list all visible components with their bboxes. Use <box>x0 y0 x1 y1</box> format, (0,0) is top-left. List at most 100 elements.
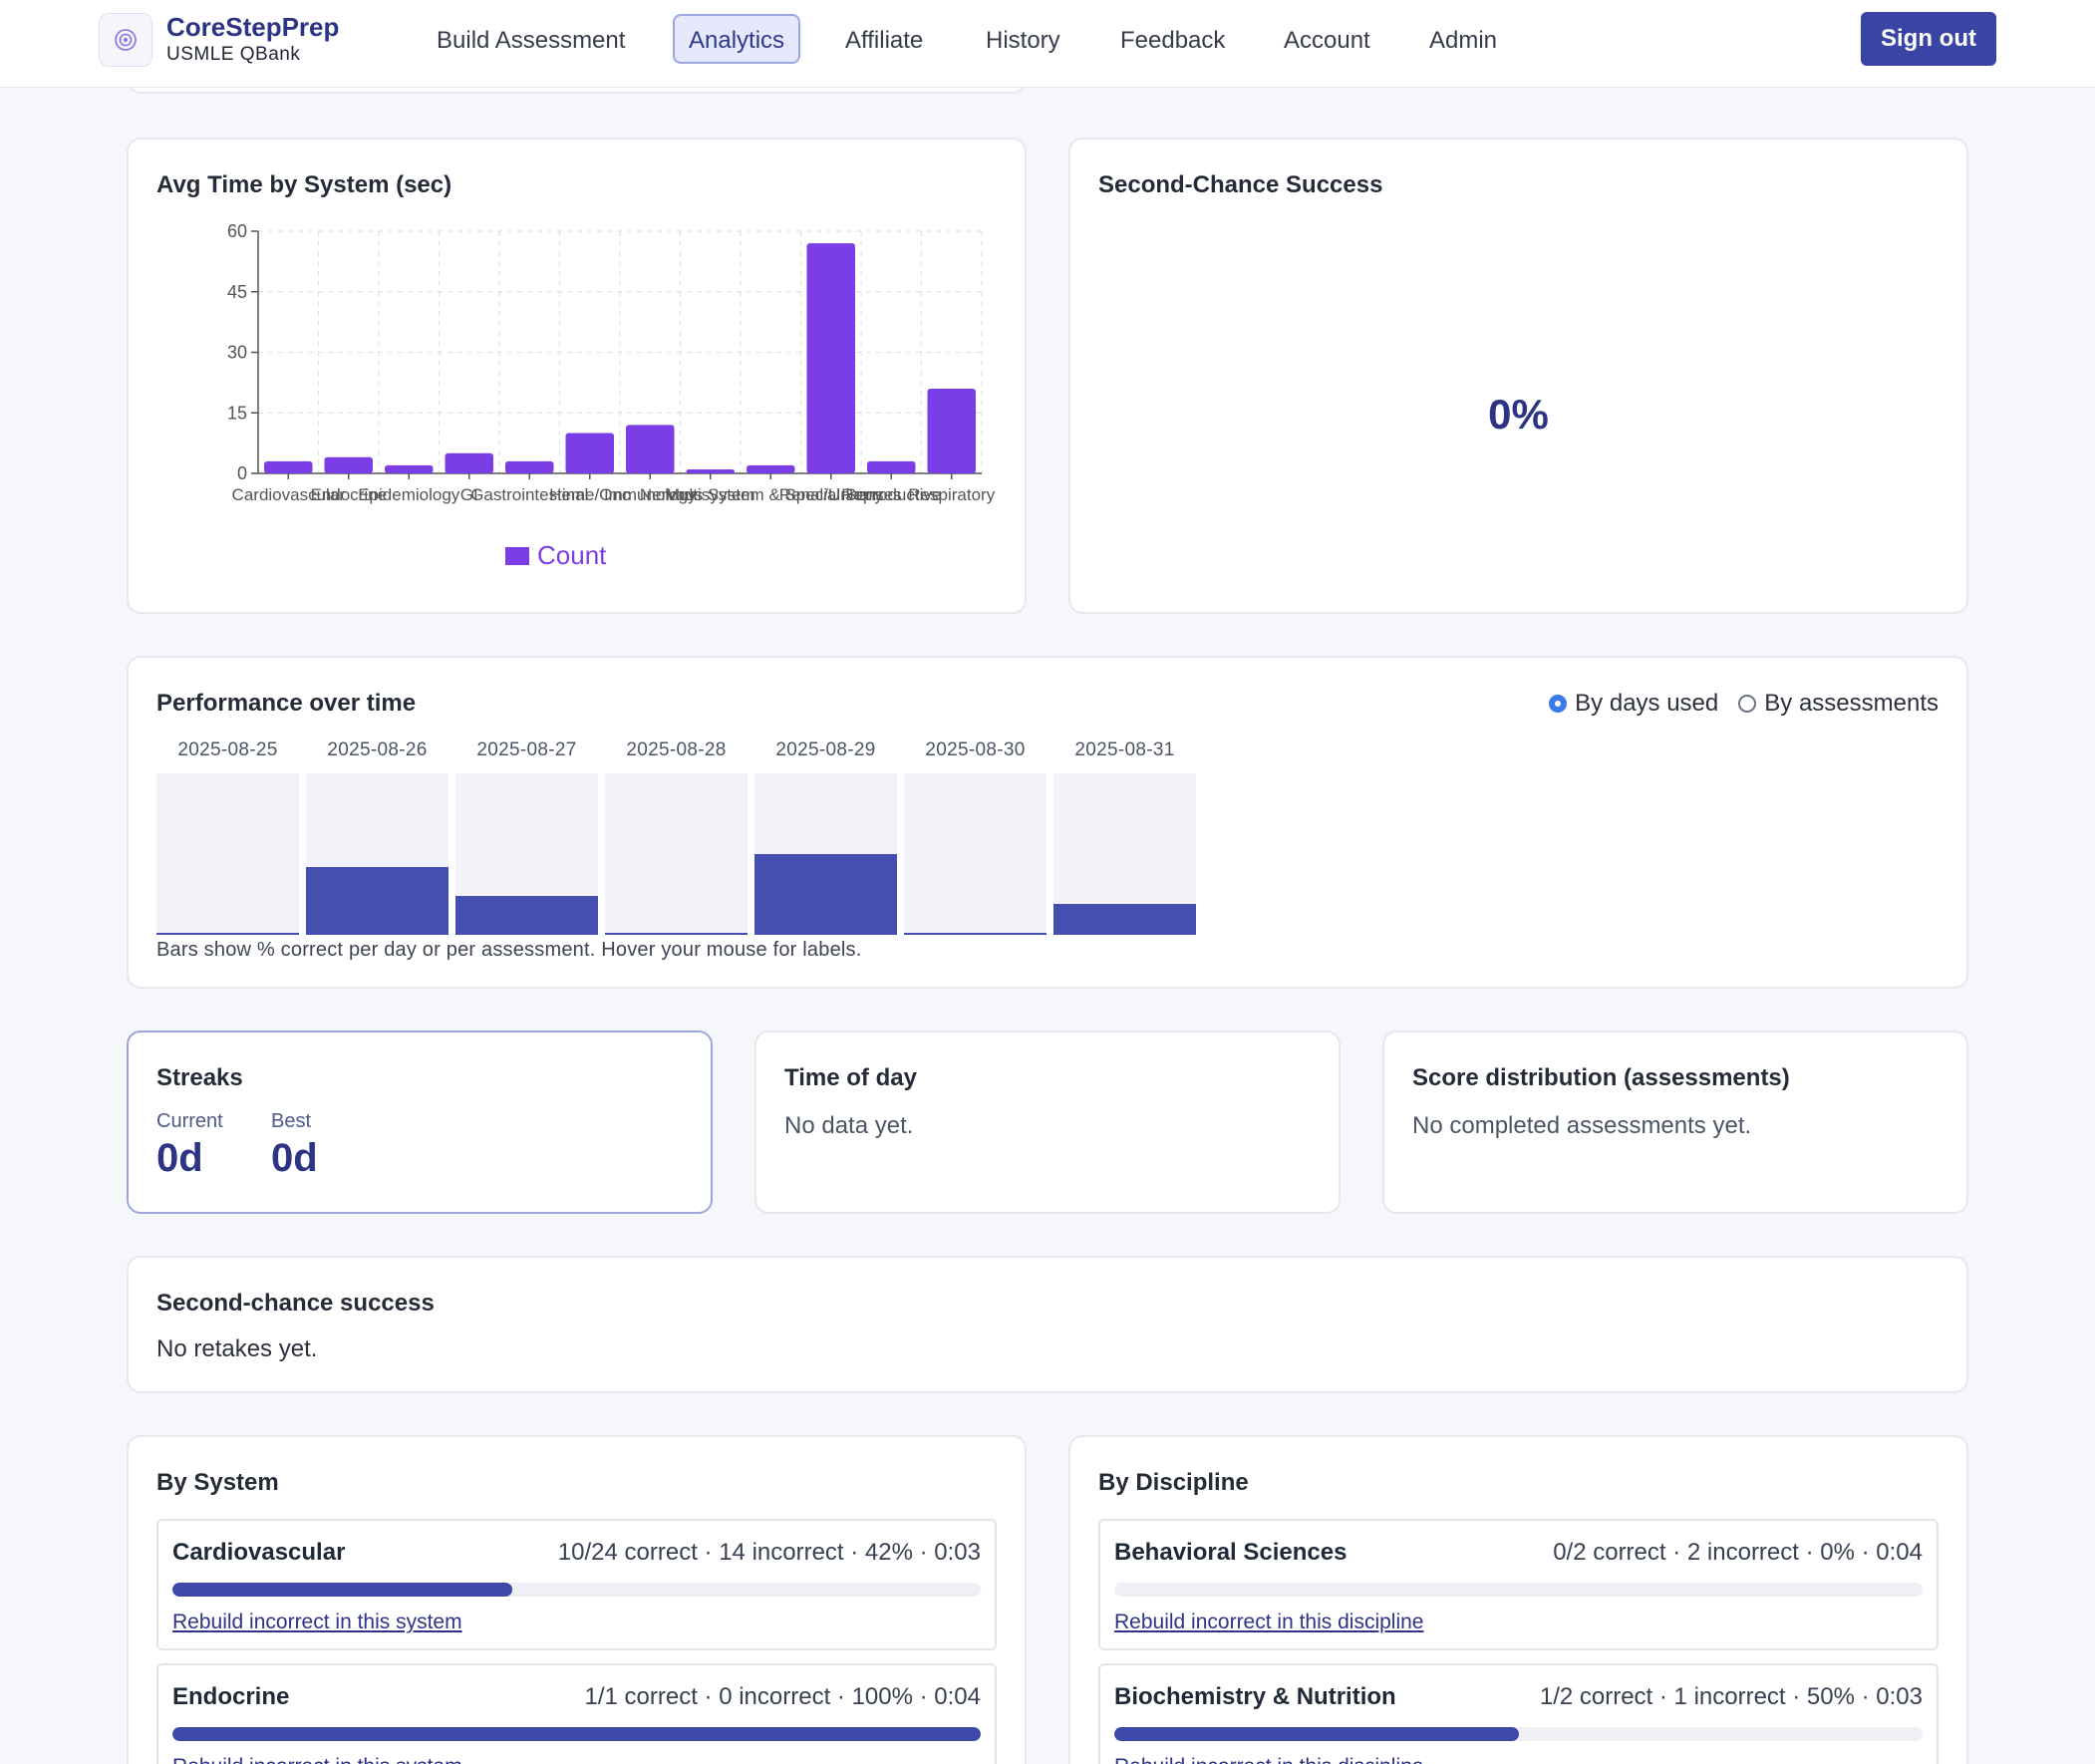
current-streak-value: 0d <box>156 1136 203 1180</box>
performance-bar-track <box>904 773 1047 935</box>
nav-feedback[interactable]: Feedback <box>1120 27 1226 54</box>
system-stats: 1/1 correct · 0 incorrect · 100% · 0:04 <box>584 1683 982 1710</box>
second-chance-card: Second-Chance Success 0% <box>1068 138 1968 614</box>
x-tick-label: Epidemiology <box>358 485 460 504</box>
discipline-name: Biochemistry & Nutrition <box>1114 1683 1396 1710</box>
second-chance-empty: No retakes yet. <box>156 1335 318 1362</box>
nav-history[interactable]: History <box>986 27 1060 54</box>
avg-time-card: Avg Time by System (sec) 0 15 30 45 60 Cardio… <box>127 138 1027 614</box>
logo[interactable] <box>99 13 152 67</box>
x-tick-label: Endocrine <box>310 485 387 504</box>
score-distribution-title: Score distribution (assessments) <box>1412 1064 1790 1091</box>
performance-bar-track <box>1053 773 1196 935</box>
system-progress-bar <box>172 1583 981 1597</box>
system-progress-fill <box>172 1583 512 1597</box>
discipline-progress-bar <box>1114 1727 1923 1741</box>
bar <box>626 425 675 473</box>
second-chance-title: Second-Chance Success <box>1098 171 1383 198</box>
system-progress-fill <box>172 1727 981 1741</box>
system-item: Cardiovascular 10/24 correct · 14 incorr… <box>156 1519 997 1650</box>
performance-date-label: 2025-08-26 <box>327 739 428 760</box>
bar <box>686 468 735 473</box>
rebuild-system-link[interactable]: Rebuild incorrect in this system <box>172 1611 462 1633</box>
performance-date-label: 2025-08-27 <box>476 739 577 760</box>
performance-date-label: 2025-08-31 <box>1074 739 1175 760</box>
performance-day-column[interactable]: 2025-08-26 <box>306 739 449 935</box>
rebuild-discipline-link[interactable]: Rebuild incorrect in this discipline <box>1114 1755 1423 1764</box>
system-name: Endocrine <box>172 1683 290 1710</box>
discipline-item: Biochemistry & Nutrition 1/2 correct · 1… <box>1098 1663 1939 1764</box>
legend-label: Count <box>537 540 607 570</box>
performance-day-column[interactable]: 2025-08-30 <box>904 739 1047 935</box>
performance-title: Performance over time <box>156 690 417 717</box>
y-tick-label: 45 <box>227 282 247 302</box>
performance-day-column[interactable]: 2025-08-27 <box>455 739 598 935</box>
bar <box>505 460 554 473</box>
performance-bar-track <box>754 773 897 935</box>
by-days-radio[interactable]: By days used <box>1549 690 1718 718</box>
system-item: Endocrine 1/1 correct · 0 incorrect · 10… <box>156 1663 997 1764</box>
performance-mode-toggle: By days used By assessments <box>1549 690 1939 718</box>
rebuild-discipline-link[interactable]: Rebuild incorrect in this discipline <box>1114 1611 1424 1633</box>
performance-bar-track <box>455 773 598 935</box>
bar <box>385 464 434 473</box>
y-tick-label: 0 <box>237 463 247 483</box>
discipline-progress-bar <box>1114 1583 1923 1597</box>
performance-date-label: 2025-08-30 <box>925 739 1026 760</box>
x-tick-label: Respiratory <box>908 485 995 504</box>
radio-checked-icon <box>1549 695 1568 713</box>
performance-bar <box>1053 904 1196 935</box>
time-of-day-title: Time of day <box>784 1064 917 1091</box>
x-tick-label: Renal/Urinary <box>779 485 883 504</box>
y-tick-label: 60 <box>227 221 247 241</box>
performance-date-label: 2025-08-28 <box>626 739 727 760</box>
current-streak-label: Current <box>156 1110 223 1132</box>
performance-bar-track <box>605 773 748 935</box>
second-chance-value: 0% <box>1488 391 1549 438</box>
x-tick-label: Cardiovascular <box>232 485 346 504</box>
target-icon <box>115 29 137 51</box>
y-tick-label: 15 <box>227 403 247 423</box>
performance-day-column[interactable]: 2025-08-28 <box>605 739 748 935</box>
performance-day-column[interactable]: 2025-08-29 <box>754 739 897 935</box>
by-assessments-radio[interactable]: By assessments <box>1738 690 1939 718</box>
performance-bar <box>904 933 1047 935</box>
nav-affiliate[interactable]: Affiliate <box>845 27 924 54</box>
by-days-label: By days used <box>1575 690 1719 717</box>
x-tick-label: Gastrointestinal <box>470 485 588 504</box>
discipline-progress-fill <box>1114 1727 1519 1741</box>
nav-account[interactable]: Account <box>1284 27 1370 54</box>
performance-bar <box>754 854 897 935</box>
performance-bar <box>156 933 299 935</box>
rebuild-system-link[interactable]: Rebuild incorrect in this system <box>172 1755 462 1764</box>
nav-admin[interactable]: Admin <box>1429 27 1498 54</box>
bar <box>264 460 313 473</box>
x-tick-label: Heme/Onc <box>549 485 631 504</box>
performance-caption: Bars show % correct per day or per asses… <box>156 939 862 961</box>
time-of-day-empty: No data yet. <box>784 1112 914 1139</box>
sign-out-button[interactable]: Sign out <box>1861 12 1996 66</box>
y-tick-label: 30 <box>227 343 247 363</box>
brand-name: CoreStepPrep <box>166 12 340 42</box>
discipline-name: Behavioral Sciences <box>1114 1539 1347 1566</box>
bar <box>445 452 493 473</box>
nav-build-assessment[interactable]: Build Assessment <box>437 27 626 54</box>
performance-bar-track <box>156 773 299 935</box>
best-streak-value: 0d <box>271 1136 318 1180</box>
second-chance-detail-card: Second-chance success No retakes yet. <box>127 1256 1968 1393</box>
brand-subtitle: USMLE QBank <box>166 44 301 65</box>
performance-day-column[interactable]: 2025-08-31 <box>1053 739 1196 935</box>
by-system-title: By System <box>156 1469 279 1496</box>
time-of-day-card: Time of day No data yet. <box>754 1030 1341 1214</box>
legend-swatch <box>505 547 529 565</box>
by-discipline-card: By Discipline Behavioral Sciences 0/2 co… <box>1068 1435 1968 1764</box>
avg-time-chart: 0 15 30 45 60 CardiovascularEndocrineEpidemio… <box>227 221 996 570</box>
bar <box>747 464 795 473</box>
x-tick-label: Immunology <box>604 485 697 504</box>
by-assessments-label: By assessments <box>1764 690 1939 717</box>
radio-unchecked-icon <box>1738 695 1757 713</box>
system-name: Cardiovascular <box>172 1539 346 1566</box>
second-chance-detail-title: Second-chance success <box>156 1290 435 1317</box>
nav-analytics[interactable]: Analytics <box>673 14 801 64</box>
performance-day-column[interactable]: 2025-08-25 <box>156 739 299 935</box>
